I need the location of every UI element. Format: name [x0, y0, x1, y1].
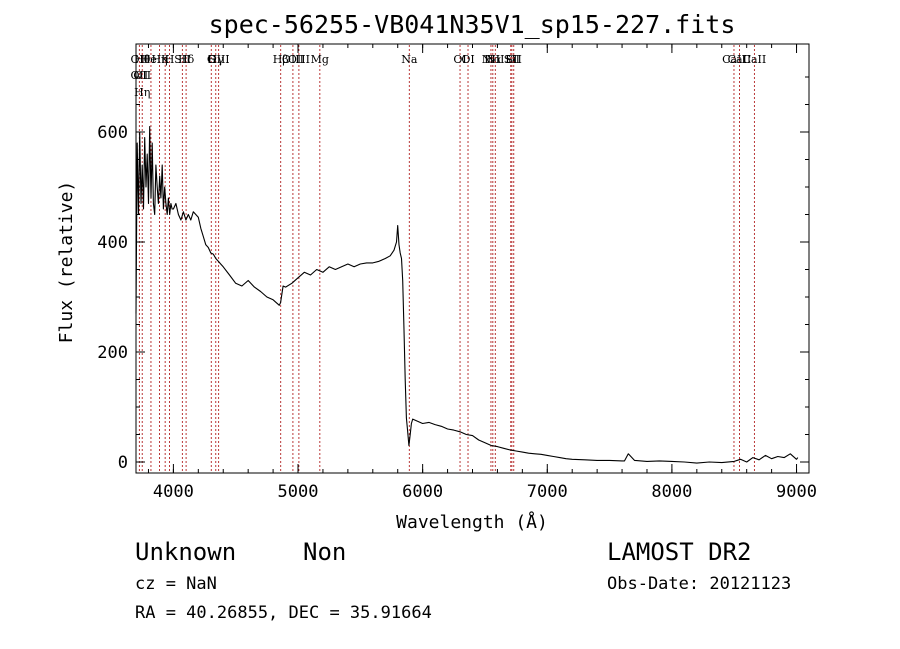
plot-frame: [135, 43, 810, 474]
line-label: Hδ: [178, 53, 195, 66]
line-label: Mg: [311, 53, 329, 66]
y-axis-label: Flux (relative): [56, 181, 77, 344]
x-axis-label: Wavelength (Å): [396, 511, 548, 533]
line-label: H: [165, 53, 175, 66]
line-label: OIII: [282, 53, 304, 66]
y-tick-label: 600: [97, 123, 128, 143]
line-label: Na: [401, 53, 418, 66]
spectrum-line: [135, 125, 799, 464]
line-label: CaII: [728, 53, 752, 66]
line-label: SII: [506, 53, 522, 66]
line-label: Hβ: [273, 53, 289, 66]
x-tick-label: 9000: [776, 482, 817, 502]
chart-title: spec-56255-VB041N35V1_sp15-227.fits: [209, 10, 736, 39]
line-label: OII: [131, 69, 149, 82]
y-tick-label: 0: [118, 453, 128, 473]
x-tick-label: 6000: [402, 482, 443, 502]
line-label: K: [161, 53, 170, 66]
y-tick-label: 200: [97, 343, 128, 363]
line-label: CaII: [743, 53, 767, 66]
line-label: OI: [453, 53, 466, 66]
line-label: HeI: [141, 53, 161, 66]
coordinates: RA = 40.26855, DEC = 35.91664: [135, 603, 432, 623]
y-tick-label: 400: [97, 233, 128, 253]
line-label: Hγ: [208, 53, 225, 66]
line-label: Li: [505, 53, 516, 66]
line-label: OIII: [288, 53, 310, 66]
line-label: G: [207, 53, 216, 66]
line-label: SII: [504, 53, 520, 66]
line-label: OIII: [208, 53, 230, 66]
line-label: OII: [133, 69, 151, 82]
survey-name: LAMOST DR2: [607, 538, 752, 566]
line-label: Hα: [484, 53, 502, 66]
line-label: Hη: [151, 53, 167, 66]
object-class: Unknown: [135, 538, 237, 566]
line-label: Hθ: [134, 53, 151, 66]
object-subclass: Non: [303, 538, 347, 566]
obs-date: Obs-Date: 20121123: [607, 574, 792, 594]
x-tick-label: 8000: [651, 482, 692, 502]
x-tick-label: 4000: [153, 482, 194, 502]
x-tick-label: 7000: [527, 482, 568, 502]
line-label: OII: [131, 53, 149, 66]
line-label: Hη: [134, 86, 150, 99]
x-tick-label: 5000: [278, 482, 319, 502]
cz-value: cz = NaN: [135, 574, 217, 594]
line-label: NII: [486, 53, 504, 66]
line-label: OI: [461, 53, 474, 66]
